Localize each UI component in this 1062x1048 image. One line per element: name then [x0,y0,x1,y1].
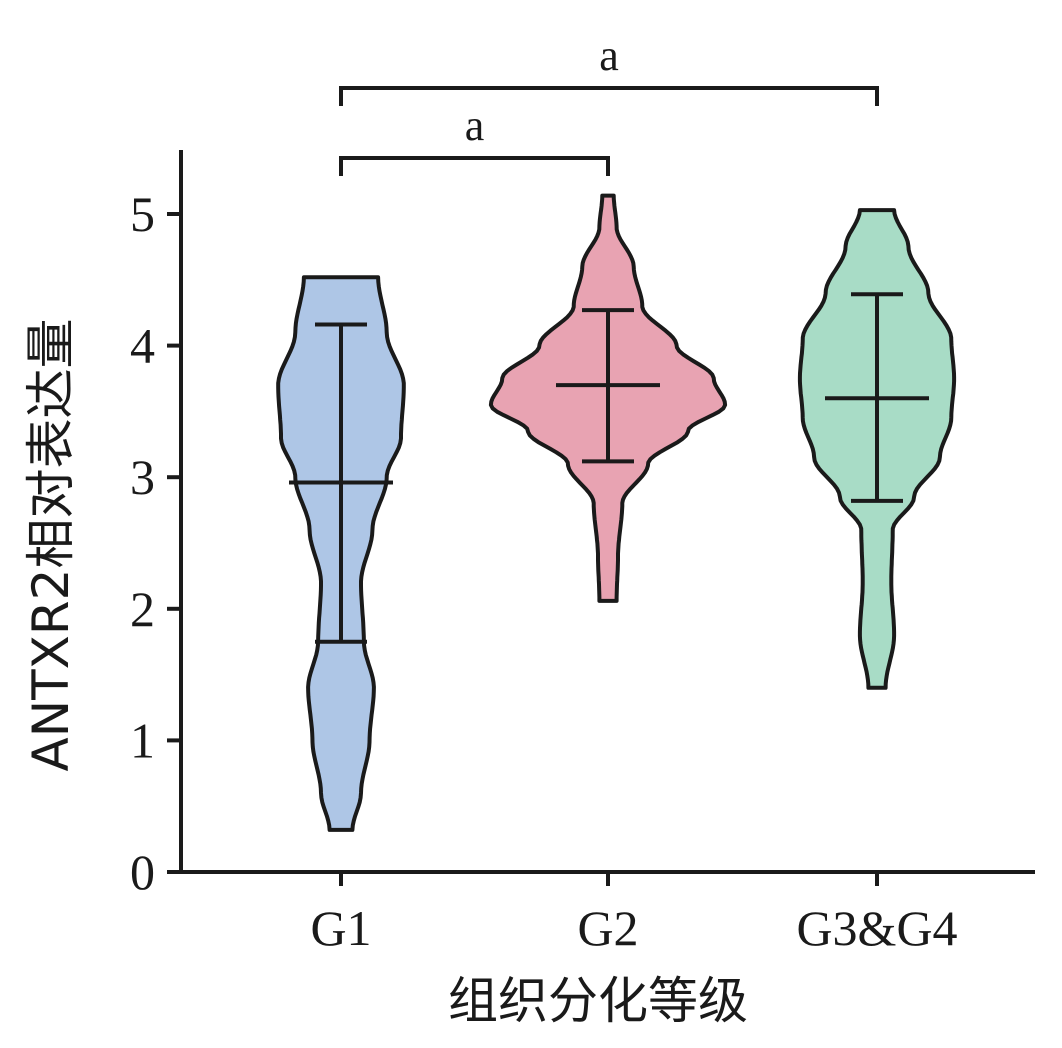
y-axis-title: ANTXR2相对表达量 [22,319,80,772]
x-axis-title: 组织分化等级 [448,972,748,1030]
y-tick-label: 3 [130,449,155,505]
significance-bracket [339,156,610,176]
y-ticks: 0 1 2 3 4 5 [130,186,181,900]
x-tick-label: G1 [310,900,371,956]
significance-brackets: aa [339,31,879,176]
x-tick-label: G2 [577,900,638,956]
violin-layer [276,193,957,832]
y-tick-label: 2 [130,581,155,637]
x-tick-label: G3&G4 [796,900,957,956]
y-tick-label: 4 [130,318,155,374]
significance-label: a [465,101,485,150]
y-tick-label: 5 [130,186,155,242]
y-tick-label: 0 [130,844,155,900]
significance-label: a [599,31,619,80]
y-tick-label: 1 [130,712,155,768]
significance-bracket [339,86,879,106]
axes: 0 1 2 3 4 5 G1 G2 G3&G4 [130,150,1035,956]
x-ticks: G1 G2 G3&G4 [310,872,958,956]
